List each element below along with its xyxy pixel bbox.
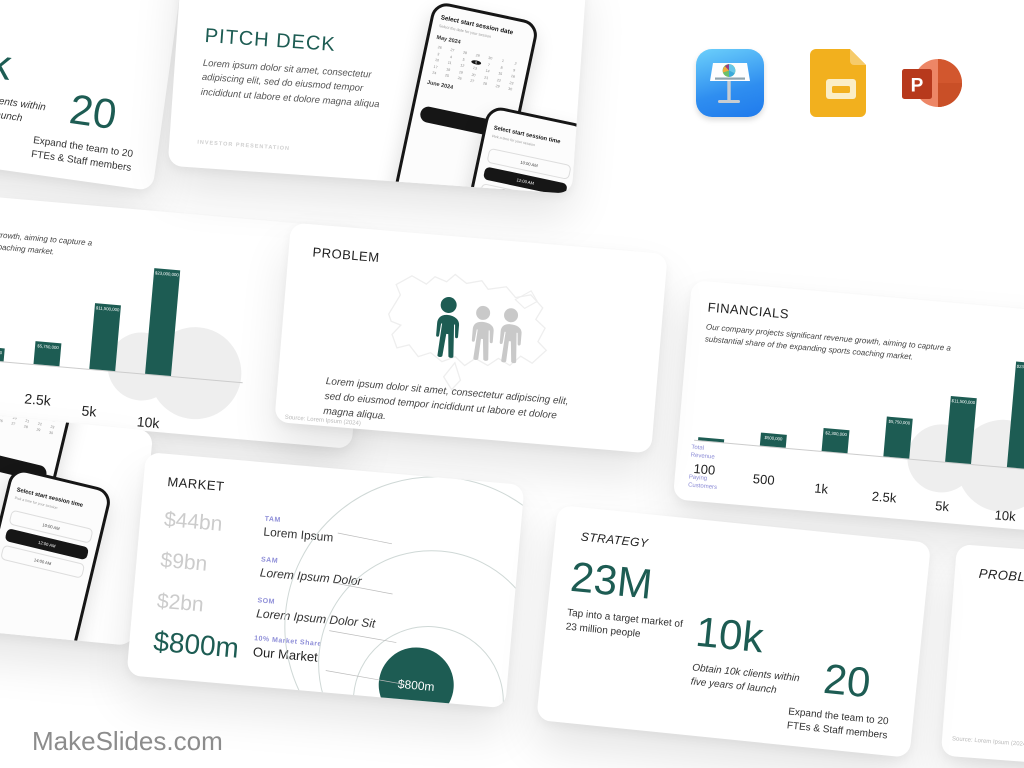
svg-text:P: P — [911, 76, 924, 97]
